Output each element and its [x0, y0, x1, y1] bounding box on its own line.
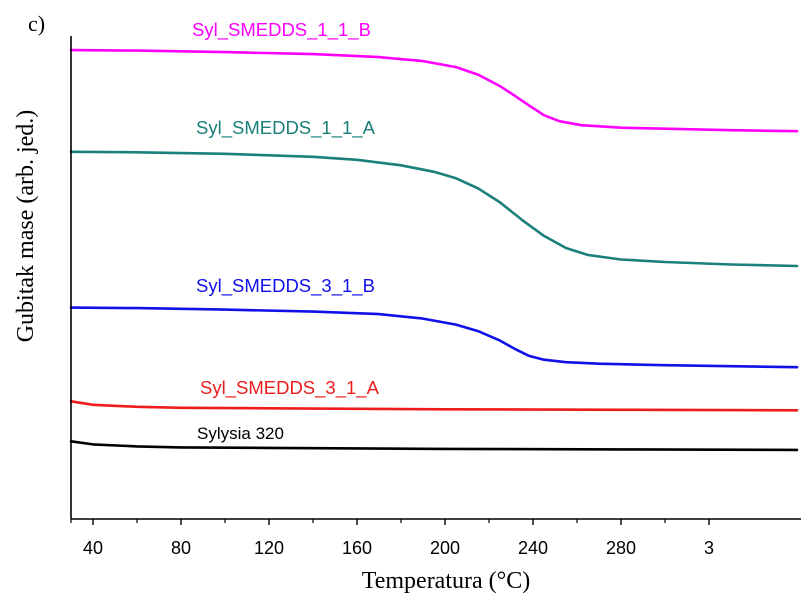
- series-label-syl-smedds-1-1-b: Syl_SMEDDS_1_1_B: [192, 19, 371, 41]
- y-axis-label: Gubitak mase (arb. jed.): [13, 110, 39, 343]
- series-label-syl-smedds-1-1-a: Syl_SMEDDS_1_1_A: [196, 117, 376, 139]
- series-line-syl-smedds-3-1-b: [69, 306, 799, 369]
- series-label-syl-smedds-3-1-a: Syl_SMEDDS_3_1_A: [200, 377, 380, 399]
- x-tick-label: 120: [254, 538, 284, 558]
- series-line-sylysia-320: [69, 440, 799, 452]
- x-tick-label: 3: [704, 538, 714, 558]
- x-tick-label: 280: [606, 538, 636, 558]
- x-tick-label: 40: [83, 538, 103, 558]
- series-layer: [69, 48, 799, 452]
- series-line-syl-smedds-1-1-b: [69, 48, 799, 133]
- x-tick-label: 240: [518, 538, 548, 558]
- series-line-syl-smedds-1-1-a: [69, 150, 799, 268]
- panel-label: c): [28, 11, 45, 36]
- series-label-syl-smedds-3-1-b: Syl_SMEDDS_3_1_B: [196, 275, 375, 297]
- series-label-sylysia-320: Sylysia 320: [197, 424, 284, 443]
- axes: 40 80 120 160 200 240 280 3: [70, 36, 801, 558]
- series-line-syl-smedds-3-1-a: [69, 400, 799, 412]
- x-tick-label: 80: [171, 538, 191, 558]
- x-tick-label: 160: [342, 538, 372, 558]
- x-tick-label: 200: [430, 538, 460, 558]
- series-label-layer: Syl_SMEDDS_1_1_B Syl_SMEDDS_1_1_A Syl_SMED…: [192, 19, 380, 443]
- x-axis-label: Temperatura (°C): [362, 568, 531, 594]
